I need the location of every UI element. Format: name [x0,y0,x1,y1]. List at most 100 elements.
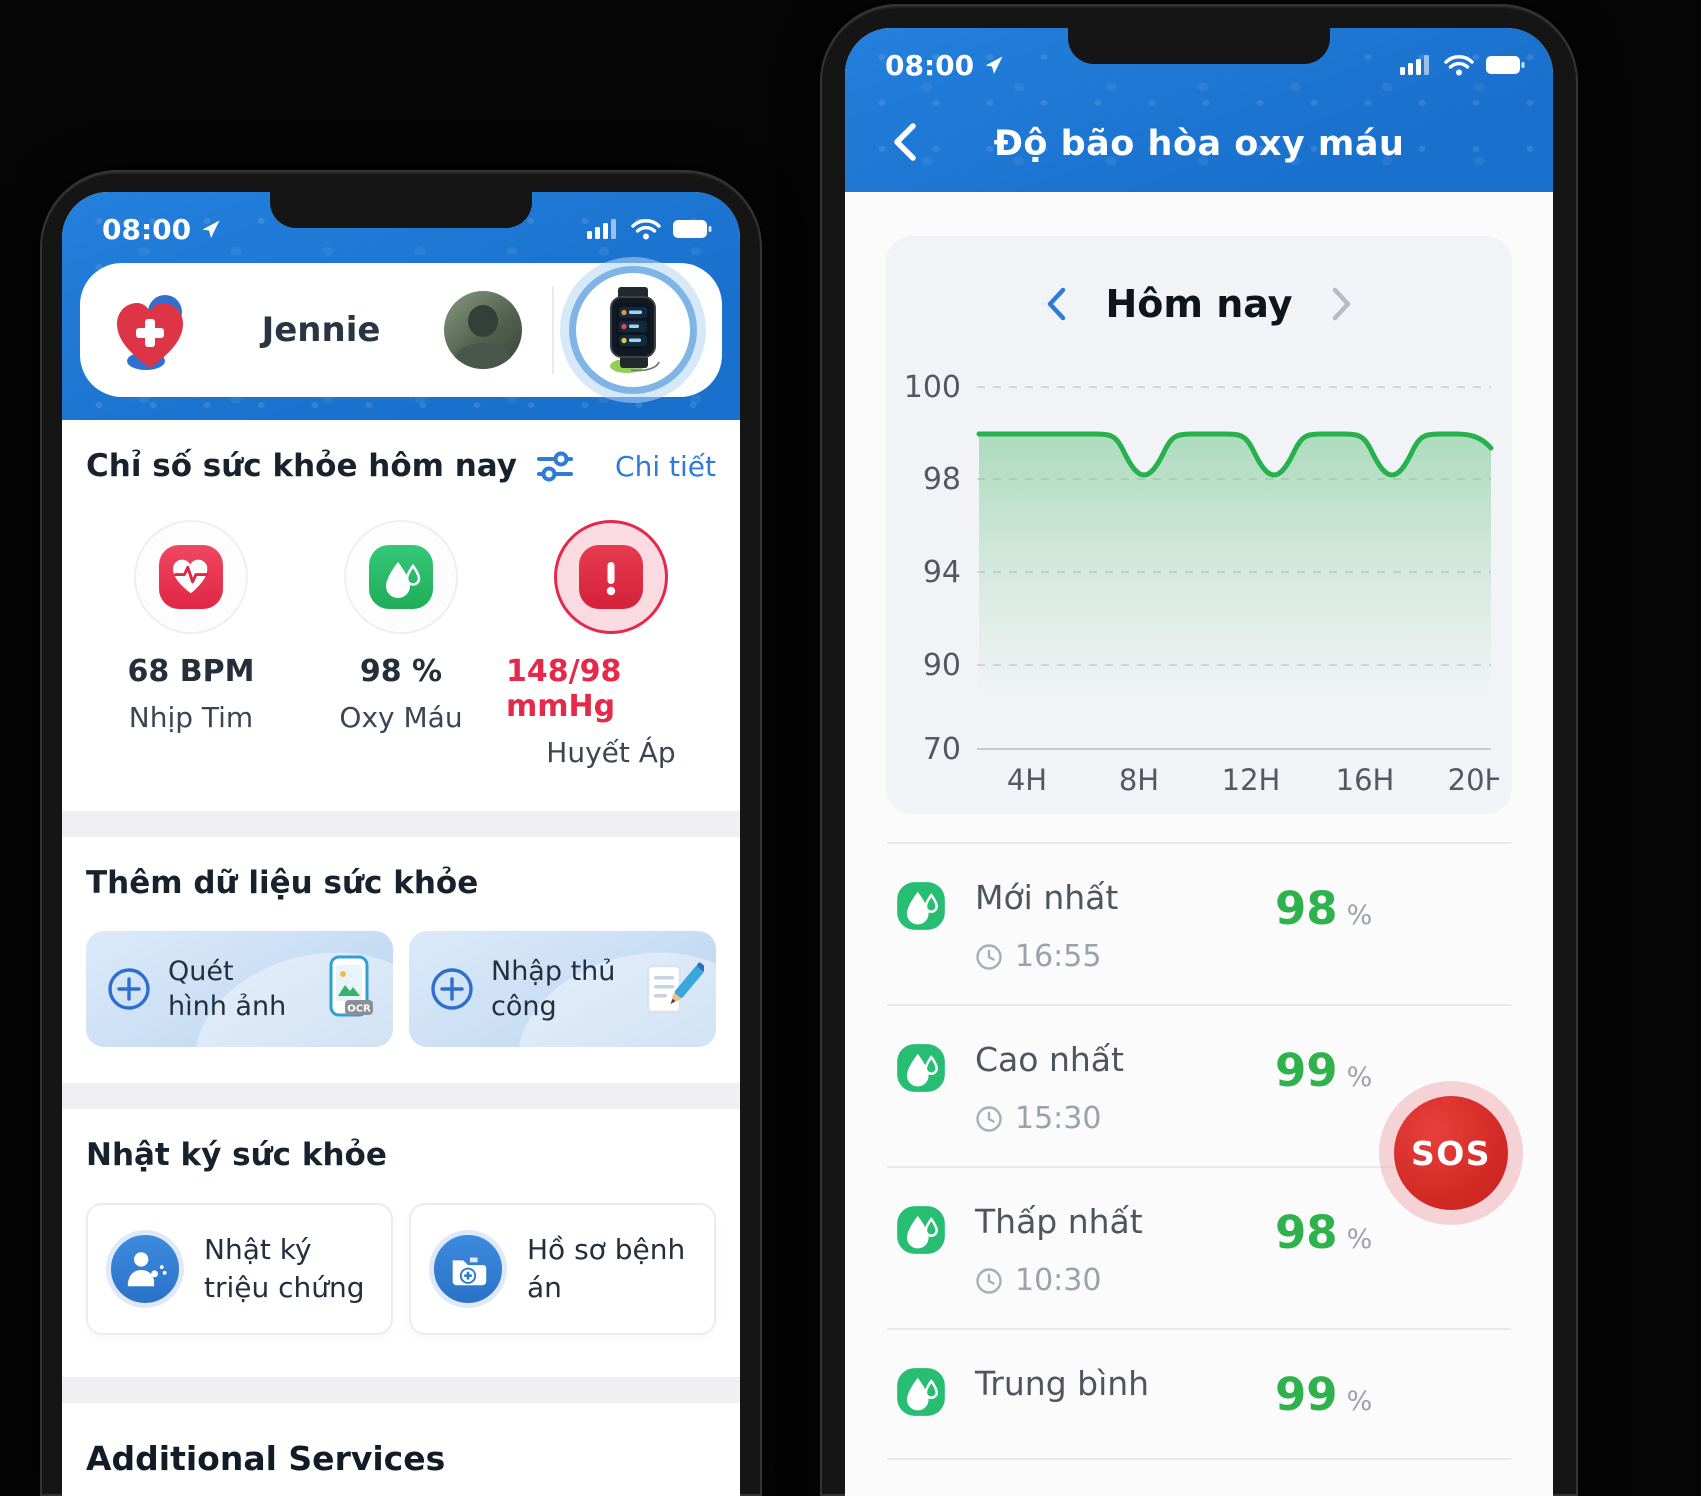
medical-record-label: Hồ sơ bệnh án [527,1231,685,1307]
stat-main: Cao nhất 15:30 [975,1040,1124,1136]
record-label-line1: Hồ sơ bệnh [527,1233,686,1267]
additional-services-section: Additional Services [62,1439,740,1478]
blood-drop-icon [895,1366,947,1418]
right-status-icons [1399,53,1525,77]
smartwatch-badge[interactable] [584,281,682,379]
home-header: 08:00 [62,192,740,420]
stat-value: 98 % [1275,1206,1372,1259]
blood-drop-icon [369,545,433,609]
blood-drop-icon [895,1042,947,1136]
stat-value: 99 % [1275,1368,1372,1421]
manual-label-line1: Nhập thủ [491,955,616,987]
svg-text:OCR: OCR [347,1004,371,1015]
blood-drop-icon [895,880,947,974]
additional-services-title: Additional Services [86,1439,446,1478]
symptom-journal-label: Nhật ký triệu chứng [204,1231,365,1307]
right-phone: 08:00 [820,4,1578,1496]
svg-text:100: 100 [904,370,961,405]
home-body: Chỉ số sức khỏe hôm nay Chi tiết [62,420,740,1496]
stat-time: 10:30 [975,1263,1143,1298]
stat-main: Mới nhất 16:55 [975,878,1118,974]
wifi-icon [631,219,661,240]
symptom-label-line1: Nhật ký [204,1233,312,1267]
stat-row-latest: Mới nhất 16:55 98 % [887,844,1511,1006]
clock-icon [976,1267,1002,1294]
stat-value-unit: % [1346,1386,1373,1417]
manual-entry-card[interactable]: Nhập thủ công [409,931,716,1047]
back-button[interactable] [889,120,919,164]
sos-button[interactable]: SOS [1394,1096,1508,1210]
heart-rate-label: Nhịp Tim [128,701,254,734]
symptom-journal-card[interactable]: Nhật ký triệu chứng [86,1203,393,1335]
metric-ring [344,520,458,634]
svg-text:16H: 16H [1336,763,1395,794]
prev-day-chevron-icon[interactable] [1045,286,1067,322]
app-heart-logo-icon [117,295,183,370]
left-status-time: 08:00 [102,213,222,246]
metrics-row: 68 BPM Nhịp Tim [86,520,716,811]
plus-circle-icon [431,968,473,1010]
right-status-time: 08:00 [885,49,1005,82]
manual-label-line2: công [491,991,557,1022]
heart-rate-value: 68 BPM [127,654,255,689]
stat-time: 15:30 [975,1101,1124,1136]
right-phone-notch [1068,28,1330,64]
user-name: Jennie [261,310,381,350]
next-day-chevron-icon[interactable] [1331,286,1353,322]
chevron-left-icon [894,123,916,161]
smartwatch-icon [610,287,660,373]
filter-sliders-icon[interactable] [536,449,573,483]
today-metrics-section: Chỉ số sức khỏe hôm nay Chi tiết [62,448,740,811]
spo2-stats-list: Mới nhất 16:55 98 % [887,842,1511,1460]
stat-value-unit: % [1346,900,1373,931]
svg-text:20H: 20H [1448,763,1499,794]
scan-label-line2: hình ảnh [168,991,287,1022]
right-phone-screen: 08:00 [845,28,1553,1496]
signal-icon [587,219,616,239]
avatar[interactable] [444,291,522,369]
scan-image-card[interactable]: Quét hình ảnh OCR [86,931,393,1047]
battery-icon [1486,56,1525,74]
metric-oxygen[interactable]: 98 % Oxy Máu [296,520,506,769]
journal-title: Nhật ký sức khỏe [86,1137,387,1173]
stat-label: Trung bình [975,1364,1150,1403]
stat-time-text: 10:30 [1015,1263,1102,1298]
stat-label: Mới nhất [975,878,1119,917]
today-section-title: Chỉ số sức khỏe hôm nay [86,448,517,484]
stat-row-highest: Cao nhất 15:30 99 % [887,1006,1511,1168]
spo2-chart: 100 98 94 90 70 4H 8H 12H 16H [904,370,1499,794]
detail-link[interactable]: Chi tiết [615,449,716,483]
metric-ring-alert [554,520,668,634]
blood-drop-icon [895,1204,947,1298]
heart-rate-icon [159,545,223,609]
medical-record-card[interactable]: Hồ sơ bệnh án [409,1203,716,1335]
medical-folder-icon [429,1230,507,1308]
record-label-line2: án [527,1271,562,1304]
stat-time-text: 16:55 [1015,939,1102,974]
clock-icon [976,943,1002,970]
stat-row-average: Trung bình 99 % [887,1330,1511,1460]
left-status-icons [586,217,712,241]
wifi-icon [1444,55,1474,76]
section-separator [62,1377,740,1403]
add-data-title: Thêm dữ liệu sức khỏe [86,865,479,901]
profile-card[interactable]: Jennie [80,263,722,397]
stat-value-number: 98 [1275,1206,1338,1259]
svg-text:98: 98 [923,462,961,497]
stat-label: Thấp nhất [975,1202,1143,1241]
oxygen-value: 98 % [359,654,443,689]
add-data-section: Thêm dữ liệu sức khỏe Quét hình ảnh [62,865,740,1047]
spo2-page-title: Độ bão hòa oxy máu [993,124,1405,164]
metric-blood-pressure[interactable]: 148/98 mmHg Huyết Áp [506,520,716,769]
manual-entry-label: Nhập thủ công [491,954,615,1024]
svg-text:12H: 12H [1222,763,1281,794]
stat-main: Trung bình [975,1364,1149,1418]
blood-pressure-label: Huyết Áp [546,736,676,769]
stat-value: 99 % [1275,1044,1372,1097]
stat-value-number: 99 [1275,1368,1338,1421]
metric-heart-rate[interactable]: 68 BPM Nhịp Tim [86,520,296,769]
svg-text:8H: 8H [1119,763,1159,794]
battery-icon [673,220,712,238]
scan-image-label: Quét hình ảnh [168,954,286,1024]
journal-section: Nhật ký sức khỏe [62,1137,740,1335]
